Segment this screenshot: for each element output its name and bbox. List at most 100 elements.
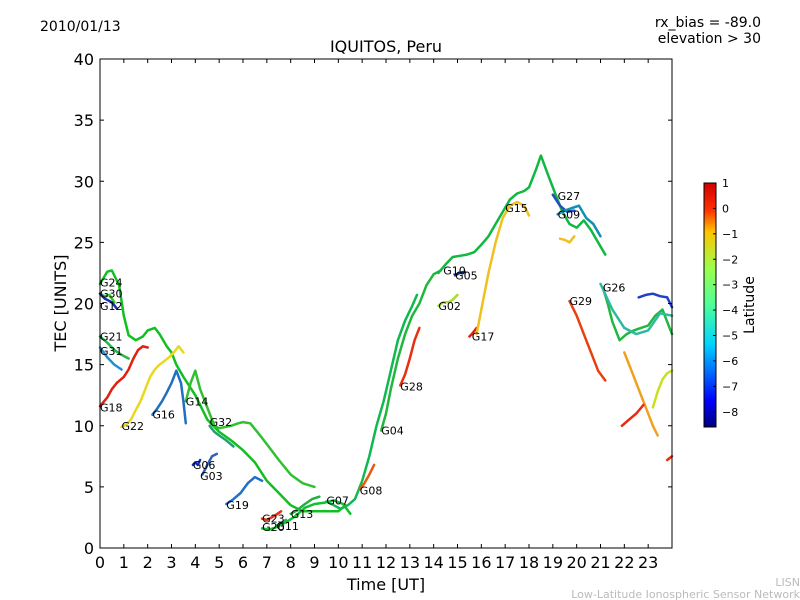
series-label-g04: G04 (381, 425, 404, 438)
series-line-unlabeled-33 (620, 403, 645, 428)
series-line-g08 (358, 463, 376, 491)
series-label-g31: G31 (100, 345, 123, 358)
colorbar-tick-label: −3 (722, 279, 738, 292)
colorbar (703, 182, 717, 428)
colorbar-tick-label: −2 (722, 253, 738, 266)
series-label-g03: G03 (200, 470, 223, 483)
series-line-g06 (191, 458, 202, 467)
series-label-g16: G16 (152, 409, 175, 422)
series-label-g30: G30 (100, 288, 123, 301)
series-line-unlabeled-34 (665, 455, 674, 462)
y-tick-label: 5 (84, 478, 94, 497)
series-line-g24 (98, 269, 347, 513)
series-line-g21 (98, 335, 130, 360)
series-label-g18: G18 (100, 401, 123, 414)
x-tick-label: 10 (328, 553, 348, 572)
series-line-g31 (98, 346, 123, 371)
series-line-g29 (568, 299, 607, 382)
colorbar-tick-label: −7 (722, 380, 738, 393)
series-line-g09 (556, 204, 602, 238)
series-line-g22 (120, 345, 185, 429)
series-label-g08: G08 (360, 485, 383, 498)
series-label-g22: G22 (122, 420, 145, 433)
series-line-g17 (468, 326, 478, 338)
x-tick-label: 13 (400, 553, 420, 572)
series-line-g14 (184, 369, 316, 489)
series-label-g12: G12 (100, 300, 123, 313)
series-line-g20 (260, 499, 352, 531)
y-axis-label: TEC [UNITS] (51, 255, 70, 353)
y-tick-label: 10 (74, 417, 94, 436)
colorbar-label: Latitude (742, 276, 758, 334)
series-line-g04 (379, 269, 443, 432)
series-label-g24: G24 (100, 277, 123, 290)
footer-network: Low-Latitude Ionospheric Sensor Network (571, 588, 800, 600)
x-tick-label: 21 (590, 553, 610, 572)
colorbar-ticks: 1 0 −1 −2 −3 −4 −5 −6 −7 −8 (713, 177, 738, 419)
series-line-g13 (289, 495, 321, 516)
x-axis-ticks: 0 1 2 3 4 5 6 7 8 9 10 11 12 13 14 15 16 17 18 19 20 21 22 23 (95, 59, 658, 572)
series-line-g05 (453, 270, 466, 277)
series-label-g26: G26 (603, 282, 626, 295)
x-tick-label: 12 (376, 553, 396, 572)
series-line-g03 (201, 452, 219, 476)
series-label-g17: G17 (472, 331, 495, 344)
colorbar-tick-label: −1 (722, 228, 738, 241)
elevation-label: elevation > 30 (658, 31, 761, 47)
series-line-g12 (98, 292, 118, 310)
series-label-g14: G14 (186, 395, 209, 408)
y-tick-label: 30 (74, 172, 94, 191)
series-line-g10 (437, 154, 607, 275)
y-tick-label: 25 (74, 233, 94, 252)
x-tick-label: 5 (214, 553, 224, 572)
x-tick-label: 6 (238, 553, 248, 572)
x-tick-label: 9 (309, 553, 319, 572)
colorbar-tick-label: −4 (722, 304, 738, 317)
series-label-g09: G09 (558, 208, 581, 221)
series-line-unlabeled-30 (637, 292, 674, 309)
y-tick-label: 15 (74, 356, 94, 375)
series-label-g20: G20 (262, 521, 285, 534)
series-label-g02: G02 (438, 300, 461, 313)
x-tick-label: 17 (495, 553, 515, 572)
colorbar-tick-label: −6 (722, 355, 738, 368)
series-line-unlabeled-31 (599, 282, 674, 336)
footer-lisn: LISN (775, 576, 800, 589)
colorbar-tick-label: 1 (722, 177, 729, 190)
series-label-g19: G19 (226, 499, 249, 512)
series-line-g07 (325, 293, 419, 511)
colorbar-tick-label: −8 (722, 406, 738, 419)
y-axis-ticks: 0 5 10 15 20 25 30 35 40 (74, 50, 672, 558)
series-line-unlabeled-32 (623, 351, 659, 437)
y-tick-label: 35 (74, 111, 94, 130)
colorbar-tick-label: −5 (722, 330, 738, 343)
series-label-g29: G29 (570, 295, 593, 308)
series-label-g21: G21 (100, 331, 123, 344)
series-line-g27 (551, 193, 576, 214)
series-line-g23 (260, 510, 283, 522)
date-label: 2010/01/13 (40, 19, 121, 35)
x-tick-label: 22 (614, 553, 634, 572)
series-line-g11 (275, 518, 288, 528)
series-label-g28: G28 (400, 381, 423, 394)
x-tick-label: 19 (543, 553, 563, 572)
series-line-g15 (475, 200, 531, 336)
x-tick-label: 8 (286, 553, 296, 572)
rx-bias-label: rx_bias = -89.0 (655, 15, 761, 31)
x-tick-label: 15 (447, 553, 467, 572)
series-line-g02 (437, 293, 459, 308)
x-axis-label: Time [UT] (346, 575, 425, 594)
series-label-g07: G07 (326, 494, 349, 507)
x-tick-label: 7 (262, 553, 272, 572)
y-tick-label: 40 (74, 50, 94, 69)
x-tick-label: 18 (519, 553, 539, 572)
series-line-g18 (98, 345, 149, 408)
x-tick-label: 1 (119, 553, 129, 572)
x-tick-label: 23 (638, 553, 658, 572)
series-label-g05: G05 (455, 269, 478, 282)
series-label-g11: G11 (276, 520, 299, 533)
x-tick-label: 4 (190, 553, 200, 572)
x-tick-label: 20 (566, 553, 586, 572)
